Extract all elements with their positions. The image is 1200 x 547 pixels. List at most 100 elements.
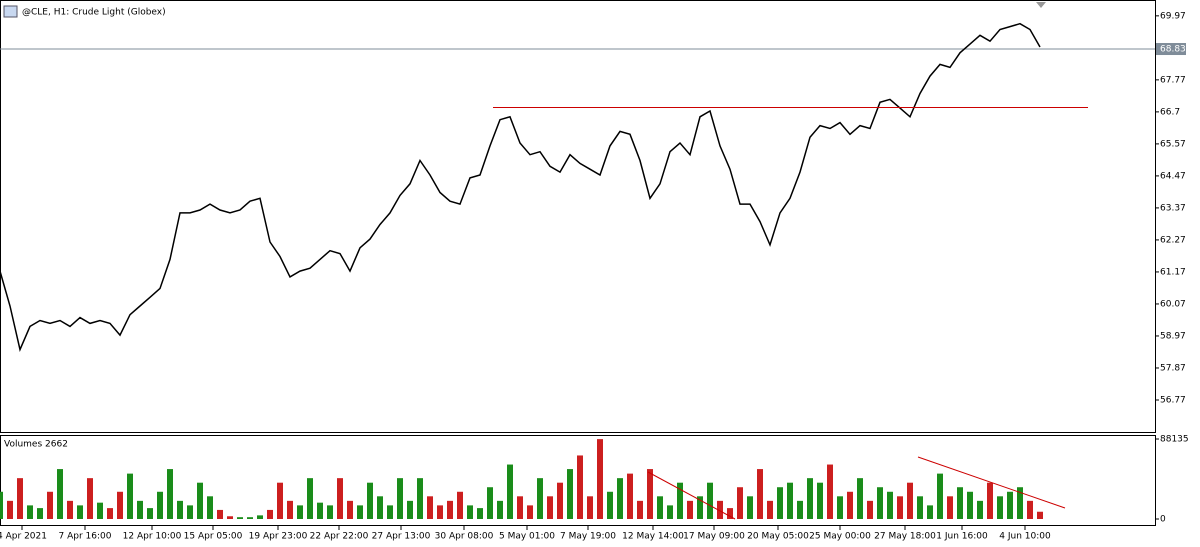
volume-bar: [707, 482, 713, 520]
volume-bar: [1027, 500, 1033, 520]
x-tick-label: 1 Jun 16:00: [936, 532, 988, 542]
volume-bar: [777, 487, 783, 520]
current-price-label: 68.83: [1160, 45, 1186, 55]
volume-bar: [937, 473, 943, 520]
volume-bar: [217, 509, 223, 520]
volume-bar: [1007, 491, 1013, 520]
y-tick-label: 60.07: [1160, 299, 1186, 309]
volume-bar: [377, 496, 383, 520]
x-tick-label: 27 May 18:00: [874, 532, 936, 542]
x-tick-label: 4 Apr 2021: [0, 532, 47, 542]
volume-bar: [987, 482, 993, 520]
volume-bar: [507, 464, 513, 520]
x-tick-label: 30 Apr 08:00: [435, 532, 494, 542]
volume-bar: [107, 508, 113, 520]
volume-bar: [767, 500, 773, 520]
volume-bar: [177, 500, 183, 520]
volume-bar: [457, 491, 463, 520]
x-tick-label: 19 Apr 23:00: [249, 532, 308, 542]
volume-bar: [977, 500, 983, 520]
volume-bar: [257, 515, 263, 520]
volume-bar: [307, 478, 313, 520]
x-tick-label: 12 May 14:00: [622, 532, 684, 542]
volume-bar: [267, 509, 273, 520]
y-tick-label: 61.17: [1160, 267, 1186, 277]
volume-bar: [877, 487, 883, 520]
price-pane: [0, 0, 1156, 433]
volume-bar: [1017, 487, 1023, 520]
volume-bar: [137, 500, 143, 520]
x-tick-label: 12 Apr 10:00: [123, 532, 182, 542]
volume-bar: [17, 478, 23, 520]
chart-icon: [3, 5, 18, 18]
x-tick-label: 7 Apr 16:00: [59, 532, 112, 542]
volume-bar: [77, 505, 83, 520]
y-tick-label: 66.7: [1160, 107, 1180, 117]
volume-bar: [157, 491, 163, 520]
y-tick-label: 64.47: [1160, 171, 1186, 181]
volume-bar: [327, 505, 333, 520]
y-tick-label: 57.87: [1160, 363, 1186, 373]
volume-bar: [97, 502, 103, 520]
volume-bar: [1037, 511, 1043, 520]
volume-bar: [367, 482, 373, 520]
x-tick-label: 4 Jun 10:00: [999, 532, 1051, 542]
volume-bar: [727, 508, 733, 520]
volume-bar: [957, 487, 963, 520]
x-tick-label: 17 May 09:00: [683, 532, 745, 542]
volume-bar: [167, 469, 173, 520]
volume-bar: [927, 505, 933, 520]
volume-bar: [547, 496, 553, 520]
volume-bar: [127, 473, 133, 520]
volume-bar: [447, 500, 453, 520]
volume-bar: [827, 464, 833, 520]
volume-title: Volumes 2662: [4, 440, 68, 450]
volume-bar: [667, 505, 673, 520]
volume-bar: [417, 478, 423, 520]
volume-bar: [677, 482, 683, 520]
volume-bar: [497, 500, 503, 520]
volume-bar: [427, 496, 433, 520]
volume-bar: [517, 496, 523, 520]
volume-bar: [597, 439, 603, 520]
y-tick-label: 65.57: [1160, 139, 1186, 149]
volume-bar: [27, 505, 33, 520]
volume-bar: [557, 482, 563, 520]
volume-bar: [857, 478, 863, 520]
volume-bar: [787, 482, 793, 520]
volume-bar: [47, 491, 53, 520]
x-tick-label: 15 Apr 05:00: [184, 532, 243, 542]
volume-bar: [37, 508, 43, 520]
volume-bar: [697, 496, 703, 520]
price-line: [0, 22, 1041, 353]
volume-bar: [7, 500, 13, 520]
volume-bar: [197, 482, 203, 520]
volume-bar: [837, 496, 843, 520]
volume-bar: [207, 496, 213, 520]
volume-bar: [57, 469, 63, 520]
volume-bar: [297, 505, 303, 520]
shift-marker: [1036, 2, 1046, 8]
x-tick-label: 7 May 19:00: [560, 532, 616, 542]
volume-bar: [0, 491, 3, 520]
volume-bar: [717, 500, 723, 520]
volume-bar: [387, 505, 393, 520]
volume-bar: [687, 500, 693, 520]
volume-bar: [407, 500, 413, 520]
volume-bar: [737, 487, 743, 520]
volume-bar: [567, 469, 573, 520]
volume-bar: [747, 496, 753, 520]
volume-bar: [87, 478, 93, 520]
volume-bar: [147, 508, 153, 520]
volume-bar: [527, 505, 533, 520]
volume-bar: [807, 478, 813, 520]
x-tick-label: 20 May 05:00: [747, 532, 809, 542]
trend-line: [917, 456, 1066, 509]
volume-bar: [637, 500, 643, 520]
x-tick-label: 5 May 01:00: [499, 532, 555, 542]
chart-title: @CLE, H1: Crude Light (Globex): [22, 8, 166, 18]
volume-bar: [757, 469, 763, 520]
y-tick-label: 88135: [1160, 434, 1189, 444]
